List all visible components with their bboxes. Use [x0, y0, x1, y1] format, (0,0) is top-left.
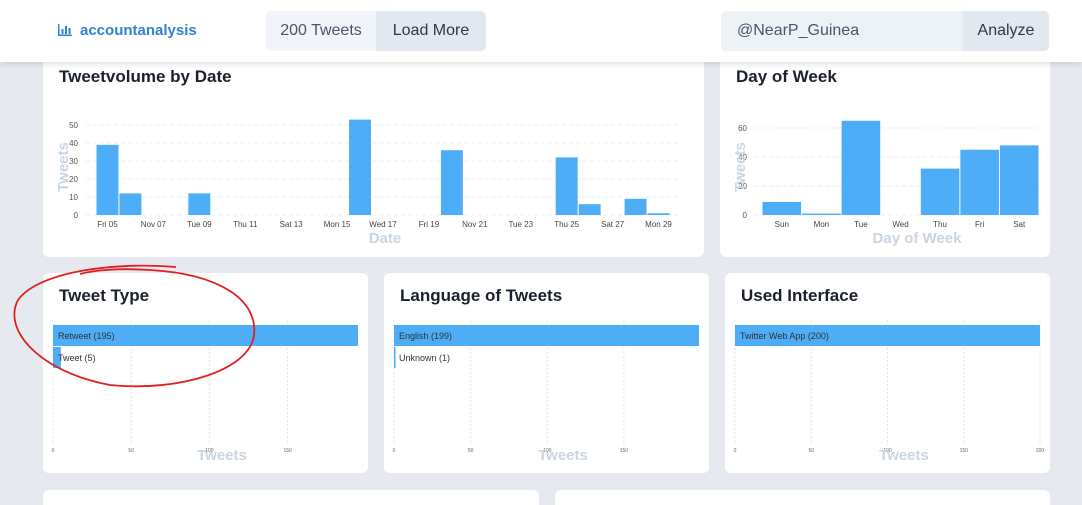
bar: [394, 347, 396, 368]
category-label: Tweet (5): [58, 353, 96, 363]
bar: [349, 119, 372, 215]
y-tick-label: 40: [738, 153, 747, 162]
category-label: Retweet (195): [58, 331, 115, 341]
bar: [53, 347, 61, 368]
y-tick-label: 50: [69, 121, 78, 130]
x-axis-label: Day of Week: [873, 230, 963, 247]
category-label: English (199): [399, 331, 452, 341]
x-tick-label: 100: [543, 448, 552, 454]
x-axis-label: Date: [369, 230, 402, 247]
y-tick-label: 20: [69, 175, 78, 184]
bar: [440, 150, 463, 215]
y-tick-label: 30: [69, 157, 78, 166]
logo[interactable]: accountanalysis: [80, 22, 197, 39]
x-tick-label: 150: [283, 448, 292, 454]
x-axis-label: Tweets: [879, 447, 929, 464]
x-tick-label: Thu: [933, 220, 947, 229]
y-axis-label: Tweets: [732, 142, 749, 192]
bar: [762, 201, 802, 215]
x-tick-label: Mon: [814, 220, 830, 229]
analyze-button[interactable]: Analyze: [963, 11, 1049, 51]
load-more-button[interactable]: Load More: [376, 11, 486, 51]
bar: [999, 145, 1039, 215]
y-tick-label: 0: [74, 211, 79, 220]
card: [43, 490, 539, 505]
x-tick-label: Sat: [1013, 220, 1026, 229]
y-tick-label: 10: [69, 193, 78, 202]
bar: [53, 325, 358, 346]
y-tick-label: 0: [743, 211, 748, 220]
bar: [647, 213, 670, 215]
x-tick-label: Fri 05: [97, 220, 118, 229]
x-tick-label: Wed: [892, 220, 908, 229]
chart-title: Tweetvolume by Date: [59, 67, 232, 86]
bar: [624, 198, 647, 215]
x-tick-label: 0: [393, 448, 396, 454]
logo-icon: [58, 24, 72, 36]
x-axis-label: Tweets: [197, 447, 247, 464]
cards: [43, 40, 1050, 505]
x-tick-label: Nov 07: [141, 220, 167, 229]
bar: [920, 168, 960, 215]
card: [555, 490, 1050, 505]
y-tick-label: 60: [738, 124, 747, 133]
x-tick-label: Thu 11: [233, 220, 258, 229]
bar: [555, 157, 578, 215]
chart-title: Language of Tweets: [400, 286, 562, 305]
tweet-count[interactable]: 200 Tweets: [266, 11, 376, 51]
y-axis-label: Tweets: [55, 142, 72, 192]
category-label: Unknown (1): [399, 353, 450, 363]
x-tick-label: Wed 17: [369, 220, 397, 229]
x-tick-label: Sun: [775, 220, 789, 229]
x-tick-label: Thu 25: [554, 220, 579, 229]
chart-title: Day of Week: [736, 67, 837, 86]
y-tick-label: 40: [69, 139, 78, 148]
x-tick-label: Fri: [975, 220, 985, 229]
x-tick-label: 150: [960, 448, 969, 454]
card: [43, 273, 368, 473]
x-tick-label: 200: [1036, 448, 1045, 454]
x-tick-label: Tue 23: [508, 220, 533, 229]
bar: [96, 144, 119, 215]
x-tick-label: 150: [620, 448, 629, 454]
x-tick-label: Mon 29: [645, 220, 672, 229]
bar: [188, 193, 211, 215]
bar: [394, 325, 699, 346]
chart-title: Used Interface: [741, 286, 858, 305]
bar: [802, 213, 841, 215]
x-tick-label: 100: [883, 448, 892, 454]
bar: [119, 193, 142, 215]
x-tick-label: 0: [734, 448, 737, 454]
x-tick-label: Nov 21: [462, 220, 488, 229]
x-tick-label: 50: [128, 448, 134, 454]
x-tick-label: Sat 27: [601, 220, 625, 229]
y-tick-label: 20: [738, 182, 747, 191]
bar: [735, 325, 1040, 346]
x-tick-label: 0: [52, 448, 55, 454]
x-tick-label: Fri 19: [419, 220, 440, 229]
x-tick-label: 50: [808, 448, 814, 454]
card: [384, 273, 709, 473]
category-label: Twitter Web App (200): [740, 331, 829, 341]
account-input[interactable]: @NearP_Guinea: [721, 11, 963, 51]
x-tick-label: 50: [468, 448, 474, 454]
bar: [578, 204, 601, 215]
x-tick-label: 100: [205, 448, 214, 454]
x-tick-label: Mon 15: [324, 220, 351, 229]
chart-title: Tweet Type: [59, 286, 149, 305]
bar: [960, 149, 999, 215]
x-tick-label: Sat 13: [280, 220, 304, 229]
x-tick-label: Tue 09: [187, 220, 212, 229]
bar: [841, 120, 881, 215]
x-axis-label: Tweets: [538, 447, 588, 464]
annotation-circle: [13, 264, 256, 388]
header: accountanalysis 200 Tweets Load More @Ne…: [0, 0, 1082, 62]
x-tick-label: Tue: [854, 220, 868, 229]
